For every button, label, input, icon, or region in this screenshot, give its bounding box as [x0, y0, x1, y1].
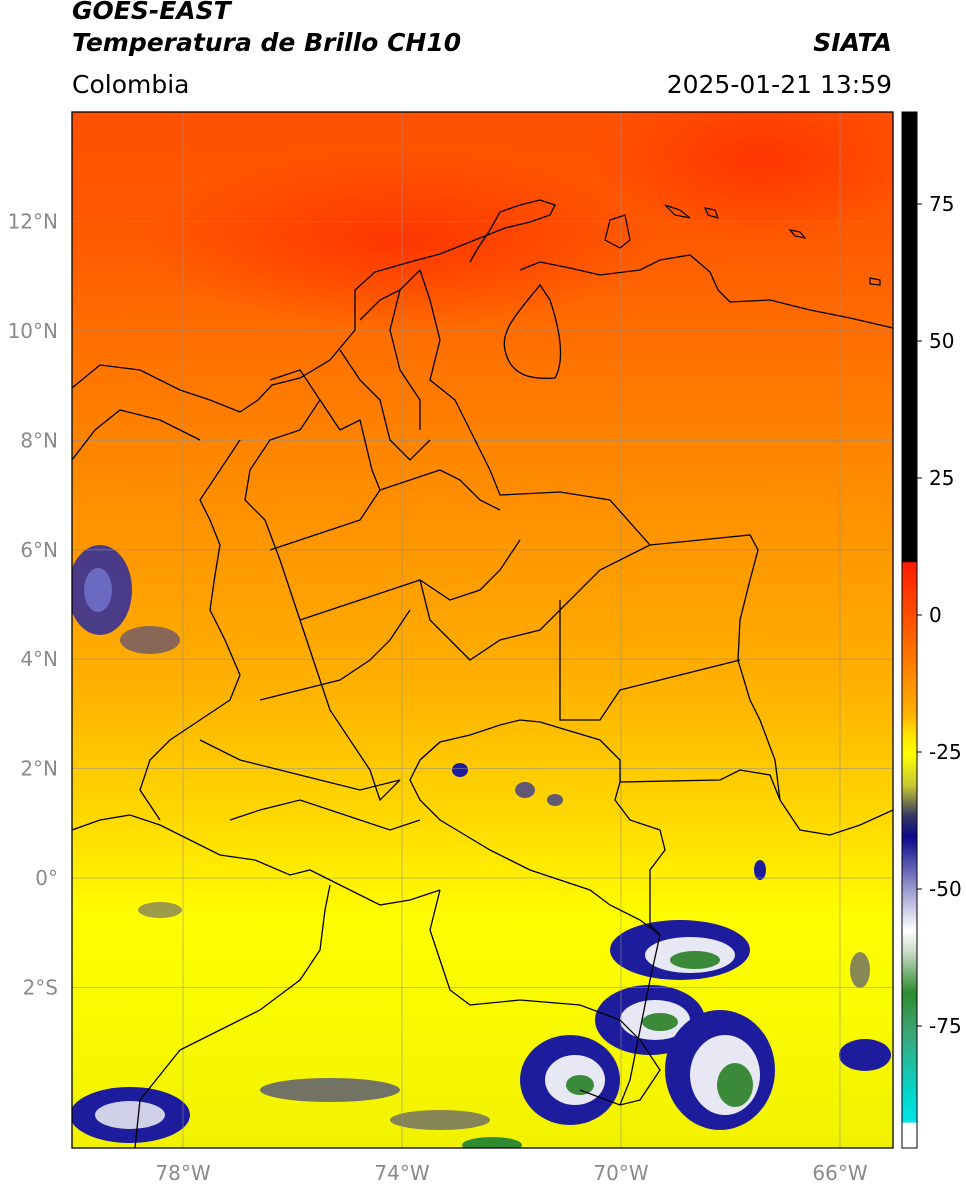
lon-tick-label: 70°W — [593, 1161, 648, 1185]
colorbar-tick-label: 50 — [929, 329, 954, 353]
islands — [604, 204, 881, 286]
colorbar-gradient — [902, 112, 917, 1148]
lat-tick-label: 6°N — [20, 538, 58, 562]
map-gridlines — [72, 112, 893, 1148]
latitude-labels: 12°N 10°N 8°N 6°N 4°N 2°N 0° 2°S — [8, 210, 58, 1000]
lat-tick-label: 12°N — [8, 210, 58, 234]
longitude-labels: 78°W 74°W 70°W 66°W — [155, 1161, 867, 1185]
colorbar-frame — [901, 111, 918, 1149]
cold-cloud-areas — [72, 545, 891, 1148]
lon-tick-label: 78°W — [155, 1161, 210, 1185]
lat-tick-label: 2°S — [23, 975, 58, 999]
lat-tick-label: 8°N — [20, 428, 58, 452]
colorbar-tick-label: -25 — [929, 740, 962, 764]
map-frame — [71, 111, 894, 1149]
lat-tick-label: 4°N — [20, 647, 58, 671]
brightness-temperature-field — [72, 112, 893, 1148]
satellite-title: GOES-EAST — [72, 0, 231, 25]
colorbar-tick-label: 0 — [929, 603, 942, 627]
colorbar-tick-label: 25 — [929, 466, 954, 490]
lat-tick-label: 10°N — [8, 319, 58, 343]
country-borders — [72, 199, 893, 1148]
colorbar-tick-label: -50 — [929, 877, 962, 901]
region-label: Colombia — [72, 70, 190, 99]
lon-tick-label: 66°W — [812, 1161, 867, 1185]
colorbar-tick-label: 75 — [929, 192, 954, 216]
colorbar-tick-label: -75 — [929, 1014, 962, 1038]
agency-label: SIATA — [813, 28, 892, 57]
product-title: Temperatura de Brillo CH10 — [72, 28, 462, 57]
datetime-label: 2025-01-21 13:59 — [666, 70, 892, 99]
lat-tick-label: 0° — [35, 866, 58, 890]
colorbar: 75 50 25 0 -25 -50 -75 — [901, 111, 962, 1149]
lat-tick-label: 2°N — [20, 757, 58, 781]
lon-tick-label: 74°W — [374, 1161, 429, 1185]
